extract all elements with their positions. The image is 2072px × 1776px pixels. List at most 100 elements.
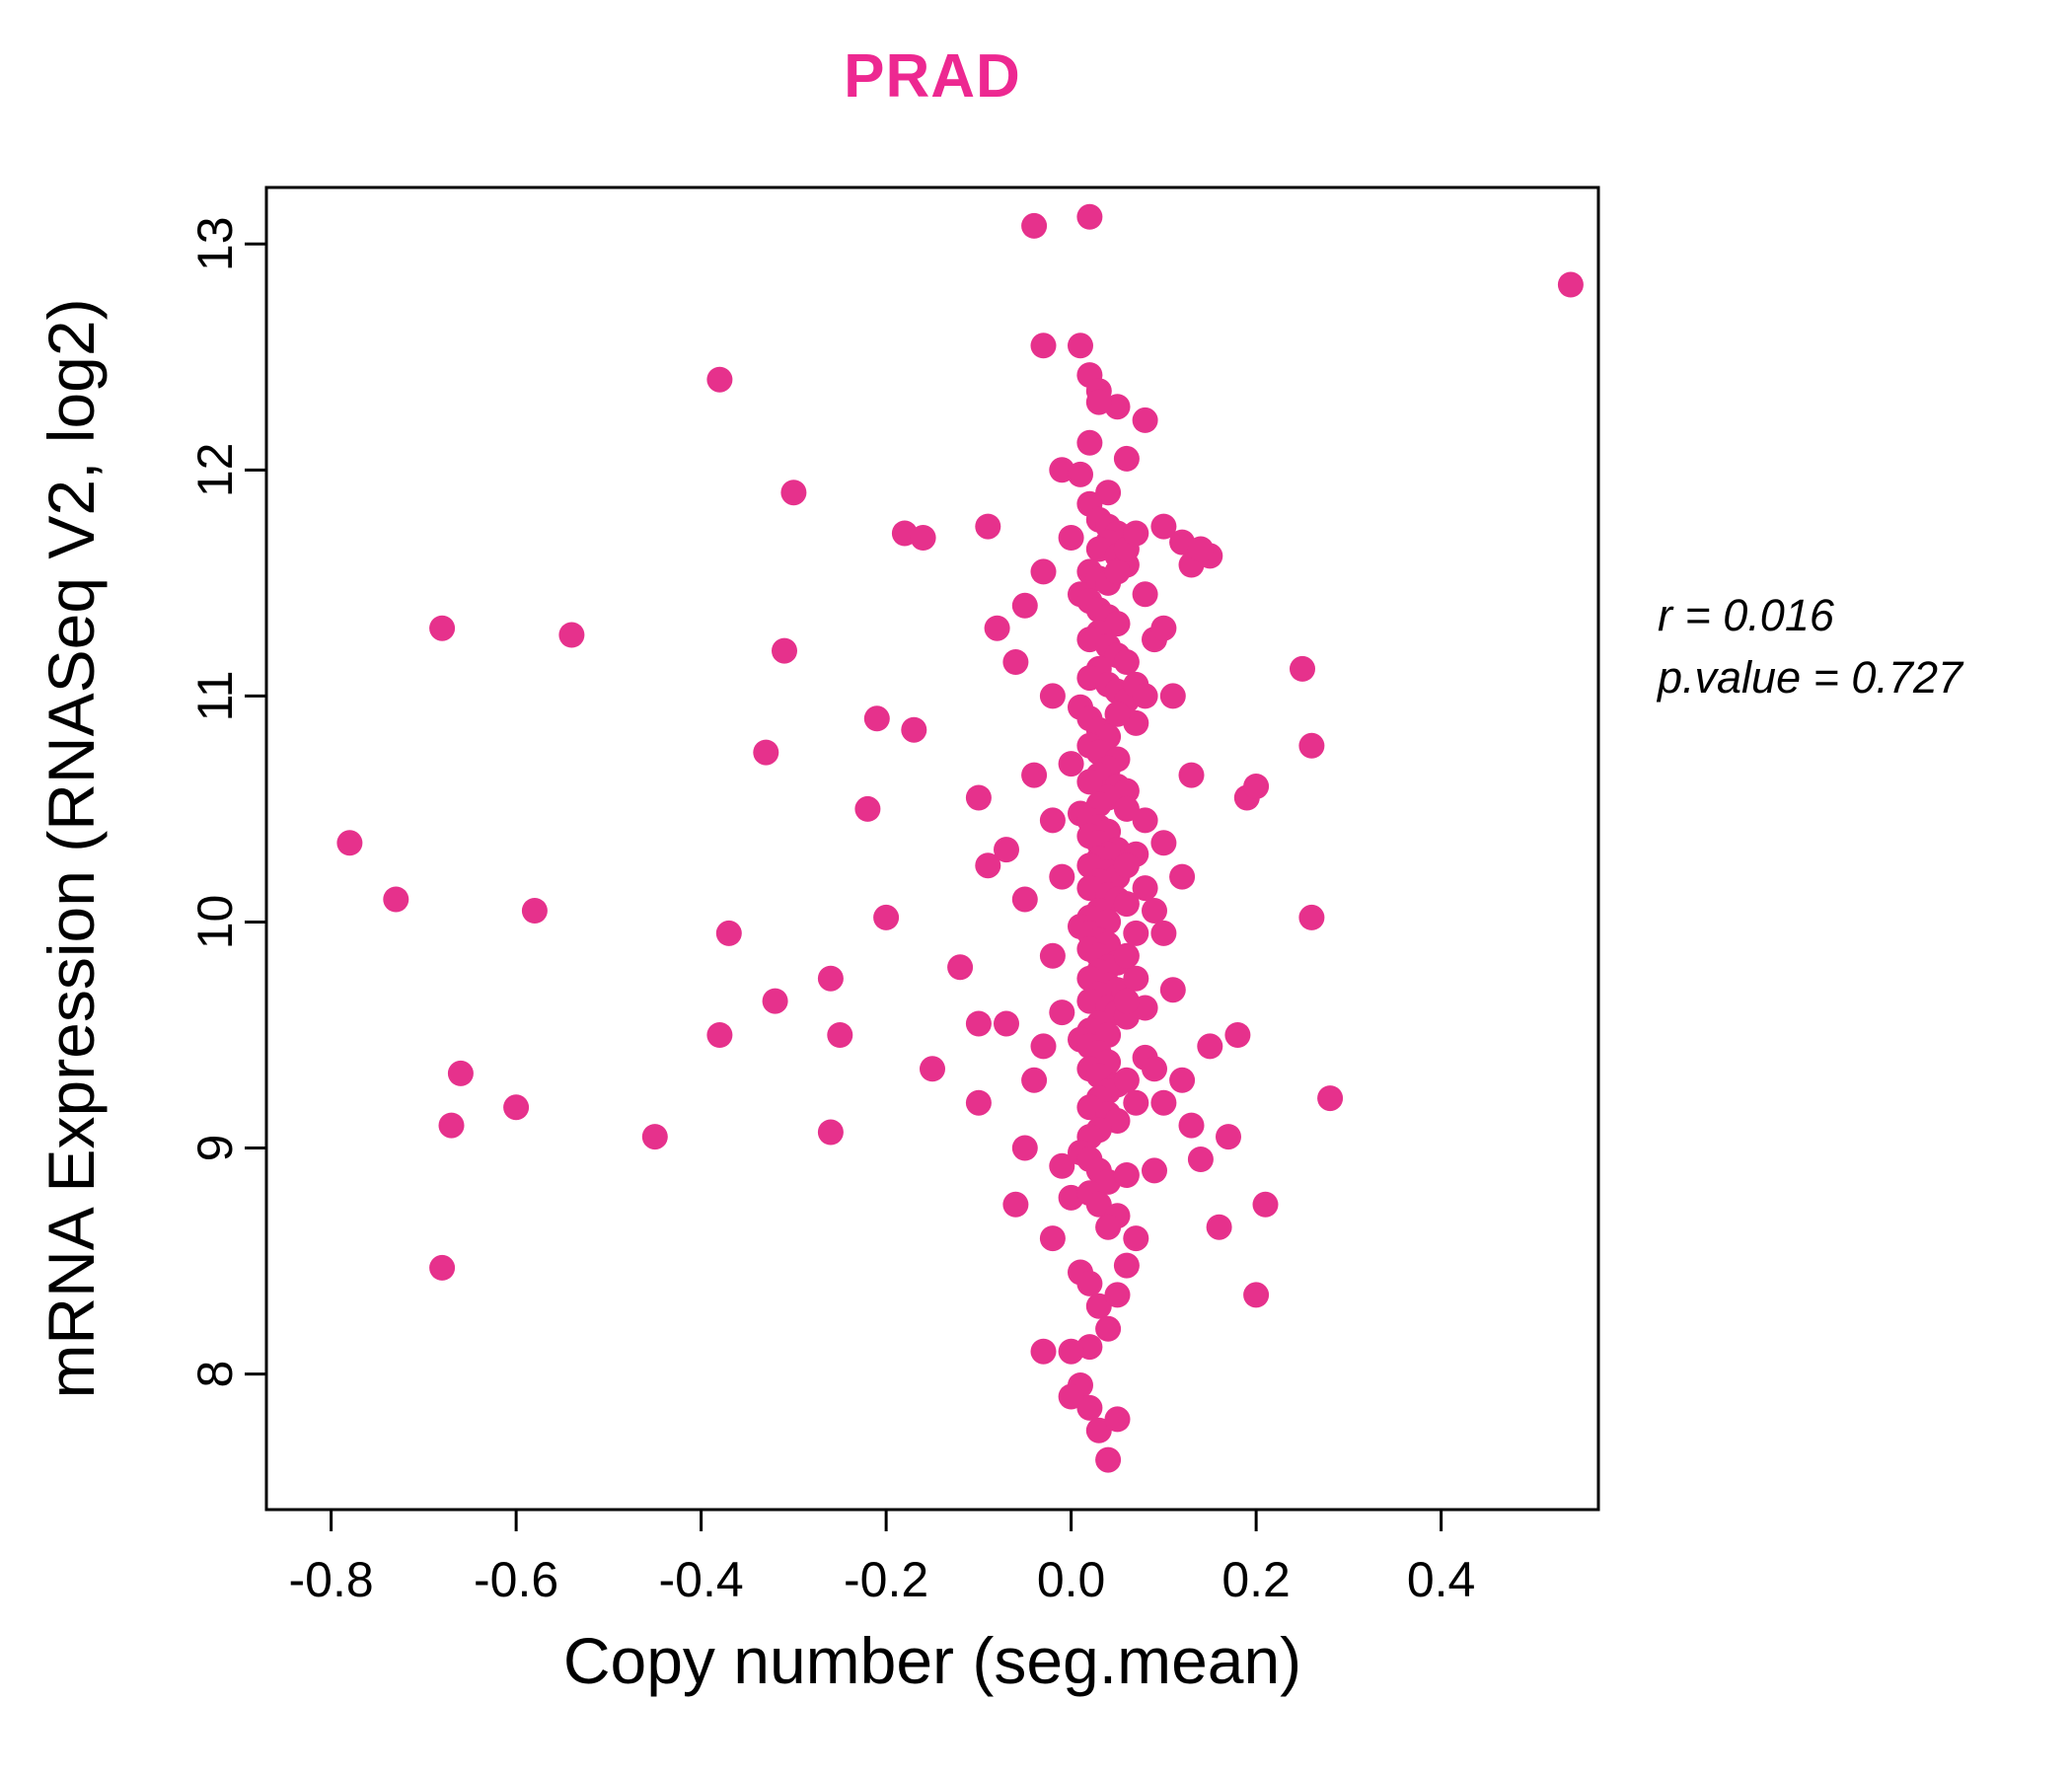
scatter-point <box>1030 1338 1057 1365</box>
scatter-point <box>1169 1067 1196 1093</box>
x-axis-label: Copy number (seg.mean) <box>562 1624 1302 1697</box>
scatter-point <box>1095 1214 1122 1240</box>
scatter-point <box>1068 461 1093 487</box>
scatter-point <box>1123 1225 1149 1252</box>
scatter-point <box>854 795 881 822</box>
y-tick-label: 11 <box>187 670 243 721</box>
scatter-point <box>1095 480 1122 506</box>
y-axis-label: mRNA Expression (RNASeq V2, log2) <box>35 298 108 1399</box>
scatter-point <box>1085 1417 1112 1443</box>
scatter-point <box>1076 203 1103 230</box>
scatter-point <box>965 1089 992 1116</box>
scatter-point <box>1178 762 1205 788</box>
scatter-point <box>558 622 585 648</box>
scatter-point <box>521 898 548 924</box>
scatter-point <box>1317 1085 1344 1112</box>
scatter-point <box>1039 807 1066 834</box>
scatter-point <box>1113 942 1140 969</box>
scatter-point <box>1243 1282 1270 1308</box>
scatter-point <box>1150 615 1177 641</box>
scatter-point <box>1049 1152 1075 1179</box>
scatter-point <box>1021 212 1048 239</box>
x-tick-label: -0.4 <box>659 1552 744 1607</box>
scatter-point <box>1298 904 1325 930</box>
scatter-point <box>1085 1191 1112 1218</box>
scatter-point <box>1085 389 1112 415</box>
scatter-point <box>975 513 1001 540</box>
scatter-point <box>715 920 742 946</box>
scatter-point <box>1159 683 1186 709</box>
x-tick-label: -0.6 <box>474 1552 558 1607</box>
scatter-point <box>817 965 844 992</box>
scatter-point <box>1243 774 1270 799</box>
scatter-point <box>1039 942 1066 969</box>
scatter-point <box>1002 649 1029 675</box>
scatter-point <box>1216 1124 1241 1150</box>
scatter-point <box>1104 558 1131 585</box>
scatter-point <box>1076 1394 1103 1421</box>
scatter-point <box>762 988 788 1014</box>
scatter-point <box>1058 751 1084 777</box>
scatter-point <box>383 886 409 913</box>
scatter-point <box>1113 1252 1140 1279</box>
scatter-point <box>1132 807 1158 834</box>
scatter-point <box>1113 891 1140 918</box>
scatter-point <box>1049 999 1075 1026</box>
scatter-point <box>1290 655 1315 682</box>
y-tick-label: 12 <box>187 443 243 498</box>
scatter-point <box>994 1010 1019 1037</box>
scatter-point <box>1123 1089 1149 1116</box>
scatter-point <box>1002 1191 1029 1218</box>
scatter-point <box>1197 1033 1223 1060</box>
scatter-point <box>1298 732 1325 759</box>
scatter-point <box>1076 429 1103 456</box>
scatter-point <box>753 739 779 766</box>
scatter-point <box>1104 701 1131 727</box>
scatter-point <box>1085 1293 1112 1319</box>
scatter-point <box>429 1254 456 1281</box>
scatter-point <box>1058 1383 1084 1410</box>
scatter-point <box>1068 333 1093 359</box>
scatter-point <box>1132 683 1158 709</box>
scatter-point <box>965 784 992 811</box>
scatter-point <box>1159 977 1186 1003</box>
scatter-point <box>1150 920 1177 946</box>
stats-annotation: r = 0.016 p.value = 0.727 <box>1658 584 1962 708</box>
scatter-point <box>1142 898 1167 924</box>
scatter-point <box>1123 965 1149 992</box>
scatter-point <box>910 525 936 551</box>
x-tick-label: -0.2 <box>844 1552 928 1607</box>
scatter-point <box>1252 1191 1279 1218</box>
scatter-point <box>1021 762 1048 788</box>
scatter-point <box>1187 536 1214 562</box>
r-value-text: r = 0.016 <box>1658 590 1834 640</box>
scatter-point <box>1150 830 1177 856</box>
scatter-point <box>1113 445 1140 472</box>
scatter-point <box>780 480 807 506</box>
scatter-point <box>920 1056 945 1082</box>
scatter-point <box>438 1112 465 1139</box>
scatter-point <box>1150 1089 1177 1116</box>
scatter-point <box>1011 886 1038 913</box>
plot-box <box>264 185 1600 1512</box>
scatter-point <box>975 852 1001 879</box>
scatter-point <box>1021 1067 1048 1093</box>
x-tick-label: 0.0 <box>1037 1552 1106 1607</box>
scatter-point <box>1039 1225 1066 1252</box>
scatter-point <box>1187 1147 1214 1172</box>
scatter-point <box>1039 683 1066 709</box>
y-tick-label: 10 <box>187 895 243 950</box>
scatter-point <box>1142 1056 1167 1082</box>
scatter-point <box>1104 1282 1131 1308</box>
scatter-point <box>1058 525 1084 551</box>
scatter-point <box>984 615 1010 641</box>
scatter-point <box>336 830 363 856</box>
scatter-point <box>1049 863 1075 890</box>
scatter-point <box>901 716 927 743</box>
scatter-point <box>1113 1162 1140 1188</box>
scatter-point <box>1076 769 1103 795</box>
scatter-point <box>447 1060 474 1086</box>
scatter-point <box>1132 581 1158 608</box>
scatter-point <box>863 705 890 732</box>
